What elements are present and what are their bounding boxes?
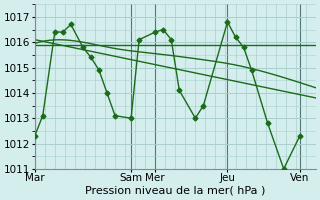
X-axis label: Pression niveau de la mer( hPa ): Pression niveau de la mer( hPa )	[85, 186, 266, 196]
